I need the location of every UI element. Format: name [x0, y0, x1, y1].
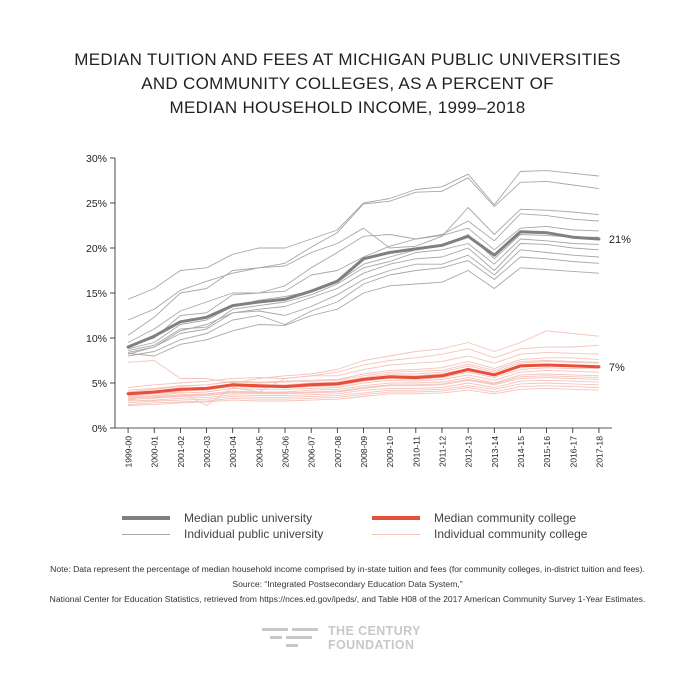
individual-university-line — [127, 170, 599, 300]
median-lines — [126, 230, 601, 396]
y-tick-label: 20% — [86, 243, 107, 255]
x-tick-label: 2005-06 — [281, 436, 291, 468]
legend-median-cc: Median community college — [372, 511, 576, 525]
legend-label-individual-cc: Individual community college — [434, 527, 588, 541]
y-tick-label: 10% — [86, 333, 107, 345]
x-tick-label: 2015-16 — [542, 436, 552, 468]
logo-mark-icon — [262, 628, 318, 647]
legend-median-university: Median public university — [122, 511, 312, 525]
source-line-1: Source: “Integrated Postsecondary Educat… — [232, 579, 463, 589]
x-tick-label: 1999-00 — [124, 436, 134, 468]
individual-university-line — [127, 213, 599, 343]
century-foundation-logo: THE CENTURY FOUNDATION — [262, 624, 421, 652]
legend-swatch-individual-university — [122, 533, 170, 535]
x-tick-label: 2001-02 — [176, 436, 186, 468]
legend-swatch-median-university — [122, 516, 170, 520]
legend-individual-cc: Individual community college — [372, 527, 587, 541]
y-tick-label: 0% — [92, 423, 107, 435]
y-tick-label: 30% — [86, 153, 107, 165]
individual-university-line — [127, 207, 599, 321]
median-cc-line — [126, 363, 601, 396]
legend-swatch-individual-cc — [372, 533, 420, 535]
individual-university-line — [127, 177, 599, 336]
individual-cc-line — [128, 351, 599, 388]
legend-swatch-median-cc — [372, 516, 420, 520]
individual-cc-line — [128, 344, 599, 406]
x-tick-label: 2003-04 — [228, 436, 238, 468]
legend-individual-university: Individual public university — [122, 527, 323, 541]
y-tick-label: 5% — [92, 378, 107, 390]
legend-label-median-university: Median public university — [184, 511, 313, 525]
median-university-line — [126, 230, 601, 349]
title-line-1: MEDIAN TUITION AND FEES AT MICHIGAN PUBL… — [74, 50, 621, 69]
individual-university-line — [128, 238, 599, 352]
y-tick-label: 15% — [86, 288, 107, 300]
source-line-2: National Center for Education Statistics… — [49, 594, 646, 604]
individual-cc-line — [128, 382, 599, 404]
individual-cc-line — [128, 367, 599, 397]
logo-text-line-1: THE CENTURY — [328, 624, 421, 638]
x-tick-label: 2016-17 — [568, 436, 578, 468]
individual-university-lines — [127, 170, 599, 357]
title-line-2: AND COMMUNITY COLLEGES, AS A PERCENT OF — [141, 74, 554, 93]
x-tick-label: 2008-09 — [359, 436, 369, 468]
individual-cc-line — [128, 377, 599, 400]
individual-cc-line — [128, 387, 599, 406]
individual-cc-line — [128, 379, 599, 402]
legend-label-individual-university: Individual public university — [184, 527, 324, 541]
x-tick-label: 2010-11 — [411, 436, 421, 467]
individual-cc-line — [128, 385, 599, 406]
x-tick-label: 2011-12 — [437, 436, 447, 467]
individual-university-line — [128, 243, 599, 353]
note-line-1: Note: Data represent the percentage of m… — [50, 564, 645, 574]
chart-title: MEDIAN TUITION AND FEES AT MICHIGAN PUBL… — [0, 48, 695, 120]
x-tick-label: 2012-13 — [464, 436, 474, 468]
line-chart: 0% 5% 10% 15% 20% 25% 30% 1999-00 2000-01 2001-02… — [86, 153, 631, 468]
university-end-label: 21% — [609, 234, 631, 246]
individual-cc-line — [128, 375, 599, 401]
title-line-3: MEDIAN HOUSEHOLD INCOME, 1999–2018 — [169, 98, 526, 117]
axes: 0% 5% 10% 15% 20% 25% 30% 1999-00 2000-01 2001-02… — [86, 153, 612, 468]
x-tick-label: 2013-14 — [490, 436, 500, 468]
x-tick-label: 2002-03 — [202, 436, 212, 468]
individual-cc-line — [128, 373, 599, 399]
individual-university-line — [128, 256, 599, 357]
logo-text-line-2: FOUNDATION — [328, 638, 415, 652]
individual-cc-line — [128, 330, 599, 384]
x-tick-label: 2009-10 — [385, 436, 395, 468]
chart-labels: 21% 7% — [609, 234, 631, 374]
individual-university-line — [127, 225, 599, 348]
individual-university-line — [127, 249, 599, 355]
legend-label-median-cc: Median community college — [434, 511, 577, 525]
individual-university-line — [127, 234, 599, 350]
x-tick-label: 2006-07 — [307, 436, 317, 468]
individual-cc-line — [128, 369, 599, 398]
x-tick-label: 2004-05 — [254, 436, 264, 468]
individual-cc-line — [128, 360, 599, 391]
x-tick-label: 2000-01 — [150, 436, 160, 468]
x-tick-label: 2017-18 — [594, 436, 604, 468]
x-tick-label: 2014-15 — [516, 436, 526, 468]
cc-end-label: 7% — [609, 362, 625, 374]
x-tick-label: 2007-08 — [333, 436, 343, 468]
y-tick-label: 25% — [86, 198, 107, 210]
individual-university-line — [128, 267, 599, 357]
individual-cc-lines — [128, 330, 599, 406]
